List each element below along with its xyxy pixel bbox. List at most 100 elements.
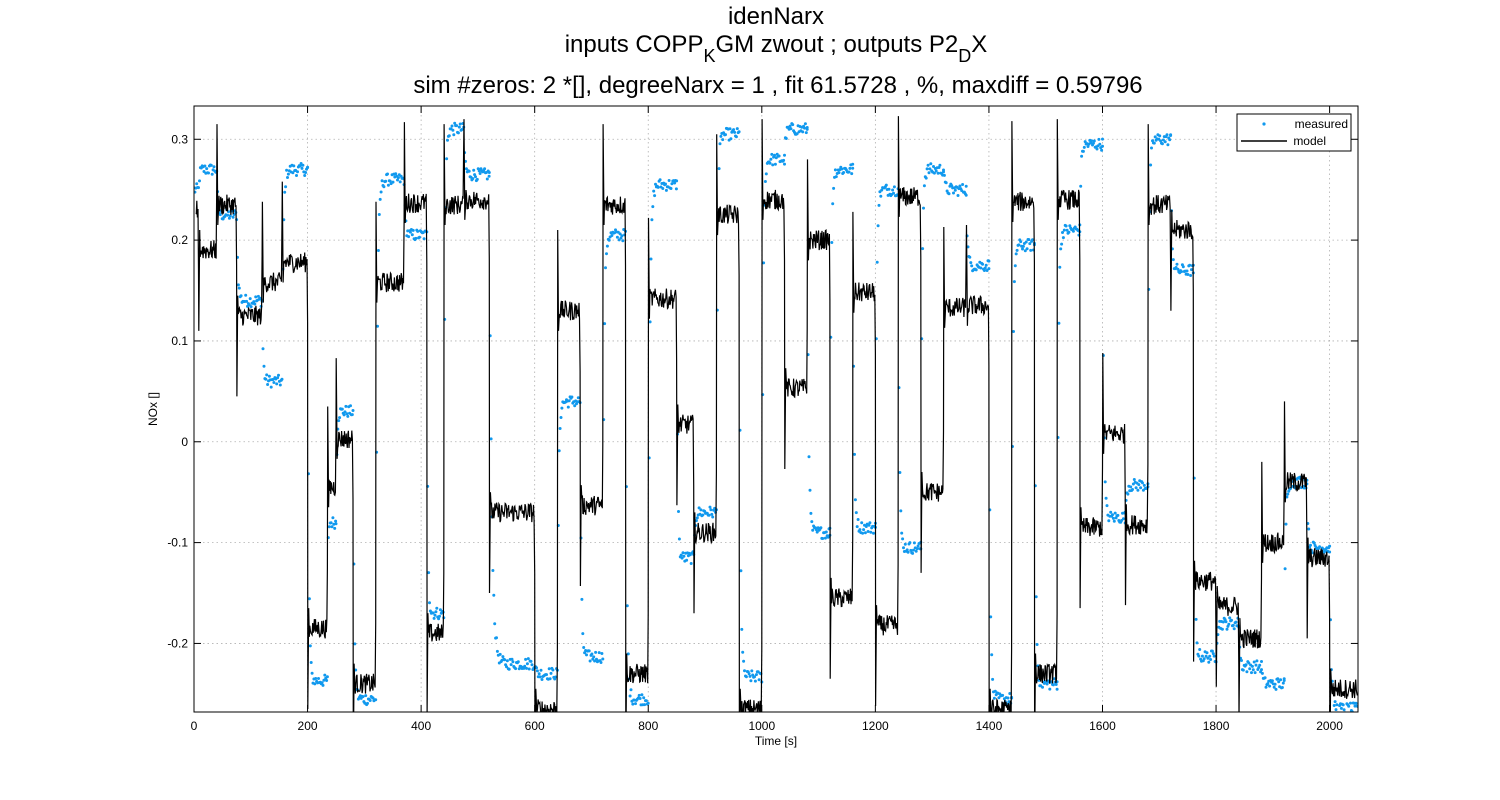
measured-point	[850, 172, 854, 176]
measured-point	[547, 667, 551, 671]
measured-point	[1060, 242, 1064, 246]
measured-point	[460, 128, 464, 131]
measured-point	[708, 505, 712, 509]
measured-point	[576, 396, 580, 400]
measured-point	[1105, 504, 1109, 508]
measured-point	[525, 666, 528, 670]
measured-point	[1152, 141, 1156, 145]
measured-point	[1131, 488, 1134, 491]
measured-point	[1057, 321, 1061, 325]
measured-point	[498, 652, 502, 656]
measured-point	[912, 548, 915, 552]
measured-point	[410, 233, 414, 237]
measured-point	[936, 171, 940, 175]
measured-point	[296, 170, 299, 174]
measured-point	[1245, 670, 1249, 674]
measured-point	[617, 238, 621, 242]
measured-point	[1202, 657, 1206, 661]
measured-point	[1204, 654, 1208, 658]
measured-point	[538, 675, 542, 679]
measured-point	[226, 213, 230, 217]
measured-point	[491, 569, 495, 572]
measured-point	[353, 642, 357, 646]
measured-point	[1052, 677, 1056, 681]
measured-point	[254, 295, 258, 299]
series-measured	[194, 121, 1358, 712]
measured-point	[344, 404, 348, 408]
measured-point	[331, 516, 335, 520]
measured-point	[510, 657, 514, 661]
measured-point	[275, 382, 279, 386]
measured-point	[1221, 620, 1225, 624]
measured-point	[1086, 145, 1090, 148]
measured-point	[929, 162, 933, 166]
measured-point	[695, 516, 699, 520]
measured-point	[1194, 617, 1198, 621]
measured-point	[1153, 135, 1157, 139]
measured-point	[924, 176, 928, 180]
measured-point	[264, 377, 268, 381]
measured-point	[456, 131, 460, 135]
measured-point	[1279, 678, 1283, 682]
measured-point	[382, 185, 386, 189]
measured-point	[1318, 545, 1322, 549]
measured-point	[313, 682, 317, 686]
measured-point	[1258, 663, 1262, 667]
measured-point	[673, 181, 677, 185]
measured-point	[411, 228, 415, 232]
measured-point	[876, 224, 880, 228]
measured-point	[754, 673, 758, 677]
measured-point	[1347, 704, 1351, 708]
measured-point	[791, 123, 795, 127]
measured-point	[1071, 229, 1075, 233]
measured-point	[1281, 681, 1285, 685]
measured-point	[1098, 142, 1102, 146]
measured-point	[487, 171, 491, 174]
measured-point	[483, 167, 487, 171]
measured-point	[309, 661, 313, 664]
measured-point	[1112, 519, 1116, 523]
measured-point	[540, 678, 544, 681]
measured-point	[337, 419, 341, 423]
measured-point	[875, 260, 879, 264]
measured-point	[446, 138, 449, 142]
measured-point	[414, 236, 418, 240]
measured-point	[1251, 668, 1255, 672]
measured-point	[1272, 685, 1276, 689]
measured-point	[1189, 274, 1193, 277]
measured-point	[278, 383, 282, 387]
measured-point	[1126, 492, 1130, 496]
measured-point	[968, 255, 972, 259]
measured-point	[681, 551, 685, 555]
measured-point	[851, 162, 855, 166]
measured-point	[855, 525, 859, 529]
measured-point	[304, 171, 308, 174]
measured-point	[1252, 660, 1256, 664]
measured-point	[1276, 677, 1280, 681]
measured-point	[674, 187, 678, 191]
measured-point	[1181, 265, 1185, 269]
measured-point	[477, 169, 481, 173]
measured-point	[877, 203, 881, 207]
measured-point	[244, 293, 248, 297]
y-tick-label: 0	[181, 435, 188, 449]
measured-point	[1277, 680, 1281, 684]
measured-point	[742, 659, 746, 663]
measured-point	[915, 547, 919, 551]
measured-point	[770, 152, 774, 156]
measured-point	[757, 678, 761, 682]
measured-point	[343, 410, 347, 414]
measured-point	[642, 696, 646, 700]
measured-point	[1014, 252, 1018, 256]
measured-point	[622, 228, 626, 231]
subtitle-sub2: D	[958, 46, 971, 66]
measured-point	[679, 553, 683, 557]
measured-point	[1232, 627, 1236, 631]
measured-point	[558, 427, 562, 430]
measured-point	[203, 164, 207, 168]
measured-point	[198, 179, 201, 183]
measured-point	[351, 409, 355, 412]
measured-point	[601, 657, 605, 661]
measured-point	[718, 142, 722, 146]
measured-point	[1260, 668, 1263, 672]
